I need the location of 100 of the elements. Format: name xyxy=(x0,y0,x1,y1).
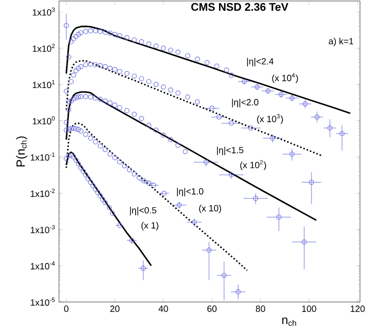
point xyxy=(132,171,137,176)
point xyxy=(76,161,81,166)
point xyxy=(64,156,69,162)
point xyxy=(168,137,174,142)
point xyxy=(66,54,72,60)
point xyxy=(107,66,112,71)
y-tick-label: 1x10$^{-5}$ xyxy=(30,298,55,306)
point xyxy=(83,94,88,100)
point xyxy=(68,152,74,158)
point xyxy=(80,168,86,174)
point xyxy=(71,154,76,160)
point xyxy=(124,108,130,114)
point xyxy=(78,128,84,134)
point xyxy=(64,128,69,133)
point xyxy=(102,30,108,35)
point xyxy=(117,105,122,110)
point xyxy=(124,35,130,40)
point xyxy=(278,92,284,97)
point xyxy=(76,32,81,37)
point xyxy=(83,172,88,178)
x-tick-label: 40 xyxy=(158,306,168,312)
point xyxy=(110,210,115,216)
point xyxy=(117,68,122,74)
point xyxy=(266,88,271,94)
point xyxy=(168,48,174,53)
point xyxy=(64,120,69,125)
point xyxy=(107,30,112,36)
point xyxy=(141,178,146,184)
point xyxy=(206,248,212,253)
point xyxy=(228,172,234,178)
point xyxy=(76,66,81,71)
point xyxy=(95,190,100,195)
point xyxy=(78,165,84,170)
point xyxy=(64,23,69,28)
point xyxy=(117,33,122,38)
point xyxy=(112,102,118,108)
point xyxy=(204,160,209,165)
point xyxy=(102,147,108,152)
point xyxy=(216,114,222,120)
point xyxy=(185,94,190,100)
point xyxy=(107,152,112,157)
point xyxy=(66,99,72,104)
point xyxy=(308,180,314,185)
point xyxy=(248,125,254,130)
point xyxy=(112,66,118,72)
point xyxy=(340,131,345,136)
point xyxy=(146,79,152,84)
point xyxy=(314,114,320,120)
point xyxy=(175,50,180,55)
point xyxy=(92,62,98,68)
point xyxy=(68,79,74,84)
point xyxy=(151,182,156,188)
point xyxy=(192,220,197,225)
annotation: |η|<1.0 xyxy=(177,188,204,196)
point xyxy=(88,28,94,34)
point xyxy=(90,183,96,188)
x-axis-title: n$_{ch}$ xyxy=(282,318,296,326)
point xyxy=(88,94,94,100)
point xyxy=(132,37,137,42)
point xyxy=(73,34,78,39)
point xyxy=(66,107,72,112)
point xyxy=(83,62,88,68)
point xyxy=(92,96,98,101)
y-tick-label: 1x10$^{3}$ xyxy=(32,8,55,16)
point xyxy=(117,222,122,228)
point xyxy=(122,163,128,168)
point xyxy=(71,72,76,78)
point xyxy=(290,152,295,157)
x-tick-label: 60 xyxy=(207,306,217,312)
point xyxy=(66,152,72,158)
annotation: (x 1) xyxy=(141,222,158,230)
point xyxy=(162,190,167,196)
x-tick-label: 20 xyxy=(110,306,120,312)
point xyxy=(154,128,159,133)
point xyxy=(290,96,295,101)
point xyxy=(107,100,112,106)
point xyxy=(112,32,118,37)
point xyxy=(106,205,112,210)
line-series xyxy=(66,26,352,114)
y-tick-label: 1x10$^{-4}$ xyxy=(30,261,55,270)
point xyxy=(68,39,74,44)
point xyxy=(228,72,234,78)
point xyxy=(146,122,152,128)
point xyxy=(160,84,166,90)
point xyxy=(68,98,74,104)
point xyxy=(154,43,159,48)
point xyxy=(76,94,81,100)
point xyxy=(92,139,98,144)
y-tick-label: 1x10$^{-1}$ xyxy=(30,152,55,161)
point xyxy=(86,176,91,182)
point xyxy=(100,196,106,202)
point xyxy=(276,214,282,220)
point xyxy=(117,159,122,164)
point xyxy=(78,94,84,100)
y-tick-label: 1x10$^{0}$ xyxy=(32,116,55,124)
point xyxy=(98,63,103,68)
point xyxy=(214,64,220,69)
point xyxy=(139,39,144,44)
annotation: a) k=1 xyxy=(328,38,354,46)
point xyxy=(302,240,307,245)
